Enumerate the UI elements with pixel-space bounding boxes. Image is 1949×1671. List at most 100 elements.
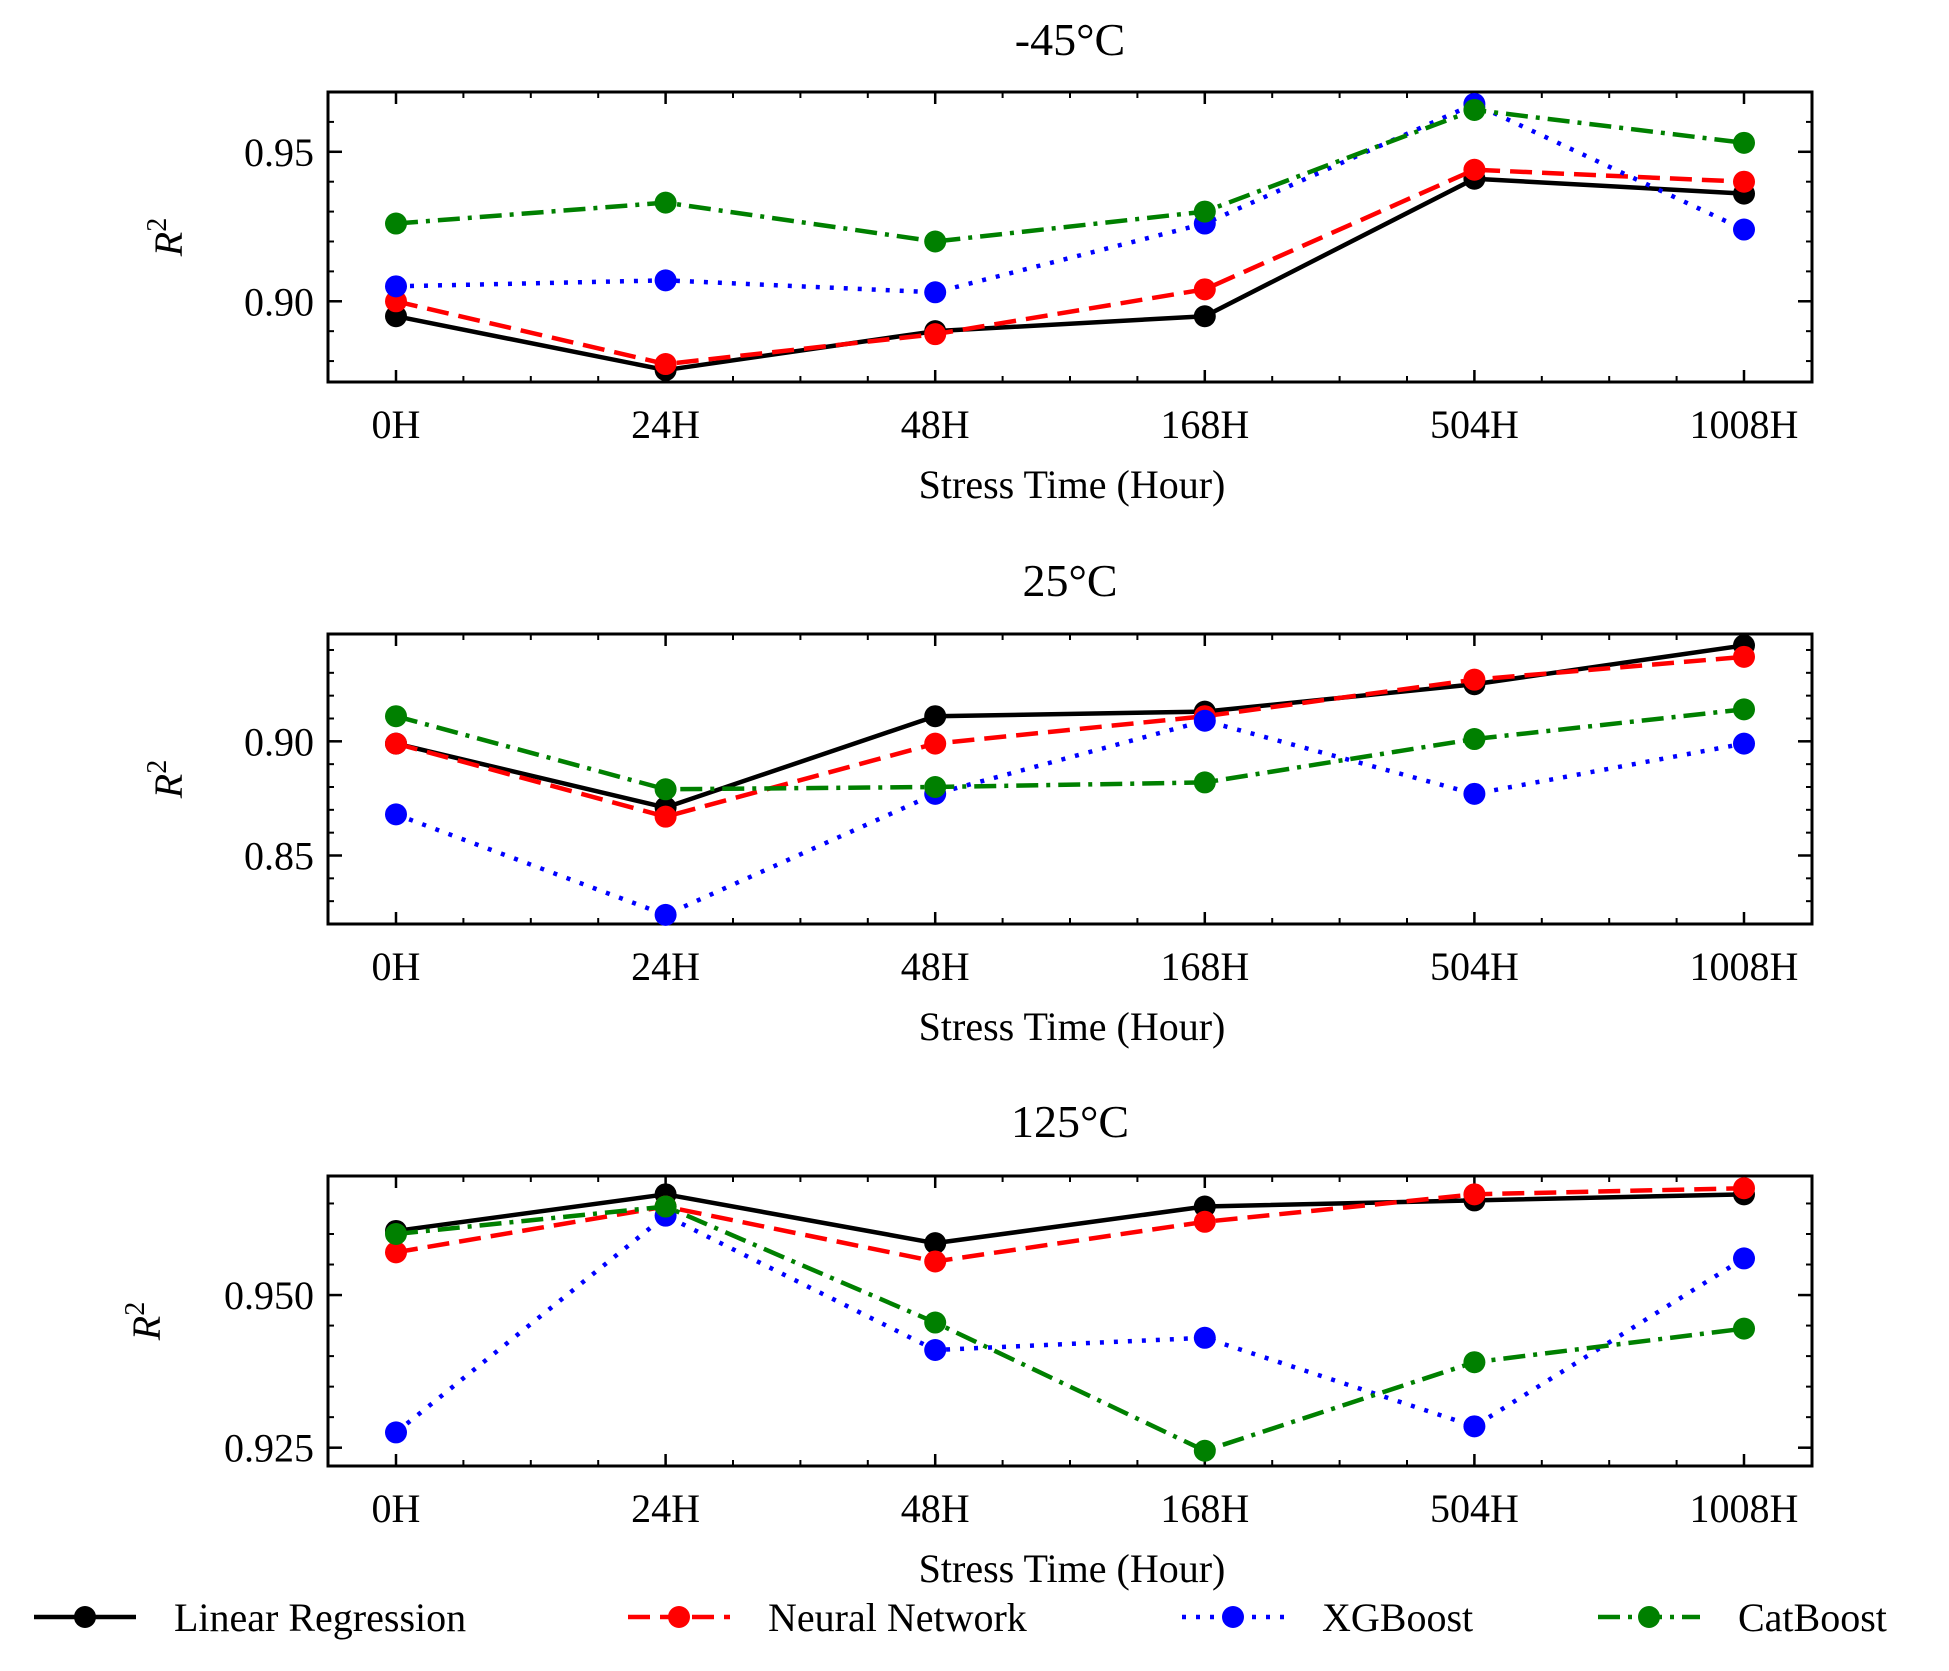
data-point-neural-network — [924, 323, 947, 346]
data-point-catboost — [1733, 131, 1755, 154]
legend-marker — [74, 1606, 96, 1628]
data-point-neural-network — [924, 732, 947, 755]
data-point-catboost — [924, 230, 947, 253]
panel-2: 25°C 0H 24H 48H 168H 504H 1008H 0.85 0.90 Stress … — [142, 555, 1814, 1049]
series-line-linear-regression — [395, 643, 1745, 810]
data-point-neural-network — [1463, 158, 1486, 181]
data-point-neural-network — [1733, 170, 1755, 193]
data-point-xgboost — [1733, 1247, 1755, 1270]
x-tick-label: 0H — [372, 944, 421, 989]
data-point-neural-network — [1193, 1210, 1216, 1233]
y-axis-label-superscript: 2 — [120, 1302, 151, 1316]
data-point-catboost — [924, 1311, 947, 1334]
plot-frame — [326, 1174, 1814, 1468]
x-tick-label: 168H — [1160, 402, 1249, 447]
y-axis-label: R2 — [142, 760, 191, 799]
data-point-catboost — [1193, 771, 1216, 794]
y-axis-label-superscript: 2 — [142, 218, 173, 232]
panel-title: -45°C — [1015, 14, 1125, 65]
x-axis-label: Stress Time (Hour) — [919, 462, 1226, 507]
data-point-neural-network — [1463, 1183, 1486, 1206]
data-point-xgboost — [1733, 218, 1755, 241]
data-point-xgboost — [1733, 732, 1755, 755]
data-point-neural-network — [924, 1250, 947, 1273]
x-tick-label: 504H — [1430, 1486, 1519, 1531]
series-line-linear-regression — [395, 1192, 1745, 1246]
data-point-xgboost — [385, 1421, 407, 1444]
legend-label: XGBoost — [1322, 1595, 1473, 1640]
y-tick-label: 0.90 — [244, 279, 314, 324]
series-line-xgboost — [394, 1213, 1746, 1435]
data-point-xgboost — [1463, 1415, 1486, 1438]
series-line-neural-network — [395, 1185, 1745, 1264]
data-point-catboost — [385, 212, 407, 235]
series-xgboost — [385, 92, 1755, 304]
y-axis-label-superscript: 2 — [142, 760, 173, 774]
x-axis-label: Stress Time (Hour) — [919, 1546, 1226, 1591]
data-point-catboost — [385, 1223, 407, 1245]
series-line-neural-network — [395, 654, 1745, 819]
legend-entry-neural-network: Neural Network — [628, 1595, 1027, 1640]
legend-label: CatBoost — [1738, 1595, 1887, 1640]
data-point-xgboost — [385, 275, 407, 298]
data-point-catboost — [385, 705, 407, 728]
x-tick-label: 504H — [1430, 944, 1519, 989]
x-tick-label: 504H — [1430, 402, 1519, 447]
panel-title: 125°C — [1011, 1096, 1129, 1147]
series-catboost — [385, 98, 1755, 253]
y-tick-label: 0.950 — [224, 1273, 314, 1318]
x-tick-label: 1008H — [1690, 1486, 1799, 1531]
data-point-catboost — [654, 1195, 677, 1218]
data-point-catboost — [654, 191, 677, 214]
y-axis-label: R2 — [120, 1302, 169, 1341]
y-axis-label: R2 — [142, 218, 191, 257]
data-point-catboost — [924, 775, 947, 798]
series-xgboost — [385, 709, 1755, 926]
y-tick-label: 0.925 — [224, 1426, 314, 1471]
x-tick-label: 1008H — [1690, 402, 1799, 447]
y-tick-label: 0.95 — [244, 130, 314, 175]
legend-marker — [1222, 1606, 1244, 1628]
series-line-catboost — [395, 707, 1745, 792]
data-point-catboost — [1463, 98, 1486, 121]
series-line-linear-regression — [395, 176, 1745, 373]
data-point-xgboost — [1463, 782, 1486, 805]
x-tick-label: 0H — [372, 1486, 421, 1531]
series-line-catboost — [395, 107, 1745, 244]
series-xgboost — [385, 1204, 1755, 1444]
data-point-neural-network — [654, 353, 677, 376]
legend: Linear Regression Neural Network XGBoost Ca… — [34, 1595, 1887, 1640]
x-axis-label: Stress Time (Hour) — [919, 1004, 1226, 1049]
x-tick-label: 24H — [631, 944, 700, 989]
x-tick-label: 1008H — [1690, 944, 1799, 989]
data-point-linear-regression — [924, 705, 947, 728]
data-point-neural-network — [1193, 278, 1216, 301]
plot-frame — [326, 90, 1814, 384]
data-point-catboost — [1193, 1439, 1216, 1462]
x-tick-label: 168H — [1160, 1486, 1249, 1531]
series-line-xgboost — [395, 718, 1745, 918]
panel-title: 25°C — [1022, 555, 1117, 606]
data-point-linear-regression — [1193, 305, 1216, 328]
data-point-xgboost — [385, 803, 407, 826]
data-point-xgboost — [924, 281, 947, 304]
data-point-catboost — [1193, 200, 1216, 223]
legend-marker — [1638, 1606, 1660, 1628]
panels: -45°C 0H 24H 48H 168H 504H 1008H 0.90 0.95 Stress… — [120, 14, 1814, 1591]
legend-entry-linear-regression: Linear Regression — [34, 1595, 466, 1640]
data-point-linear-regression — [1193, 1195, 1216, 1218]
series-catboost — [385, 698, 1755, 801]
series-catboost — [385, 1195, 1755, 1462]
series-line-xgboost — [395, 101, 1745, 295]
x-tick-label: 48H — [901, 402, 970, 447]
series-neural-network — [385, 645, 1755, 828]
x-tick-label: 48H — [901, 944, 970, 989]
data-point-catboost — [1463, 1351, 1486, 1374]
data-point-neural-network — [385, 732, 407, 755]
x-tick-label: 0H — [372, 402, 421, 447]
series-line-catboost — [395, 1204, 1745, 1453]
data-point-xgboost — [1193, 1326, 1216, 1349]
data-point-neural-network — [385, 1241, 407, 1264]
data-point-neural-network — [1463, 668, 1486, 691]
